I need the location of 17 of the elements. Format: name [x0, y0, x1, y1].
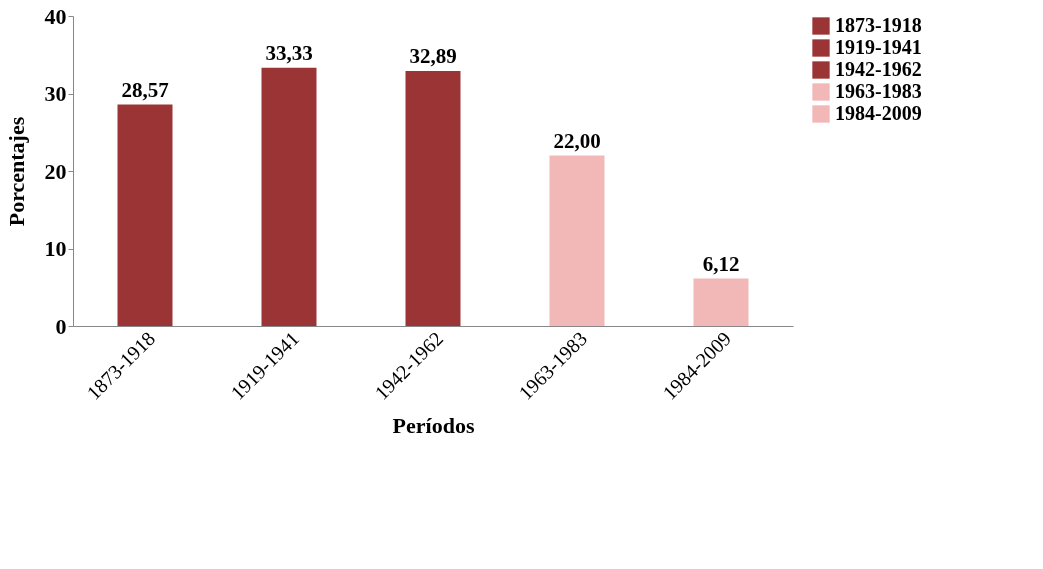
y-tick-label: 20	[44, 158, 67, 184]
legend-label: 1873-1918	[835, 14, 922, 36]
data-label: 22,00	[553, 128, 601, 153]
legend-label: 1963-1983	[835, 80, 922, 102]
data-label: 28,57	[121, 77, 169, 102]
data-label: 32,89	[409, 44, 457, 69]
legend-label: 1919-1941	[835, 36, 922, 58]
legend-label: 1942-1962	[835, 58, 922, 80]
y-tick-label: 40	[44, 3, 67, 29]
x-axis-title: Períodos	[392, 412, 475, 438]
y-tick-label: 10	[44, 236, 67, 261]
y-tick-label: 30	[44, 81, 67, 106]
data-label: 33,33	[265, 40, 313, 65]
y-axis-title: Porcentajes	[3, 116, 29, 227]
data-label: 6,12	[702, 251, 740, 276]
y-tick-label: 0	[55, 313, 67, 339]
legend-label: 1984-2009	[835, 102, 922, 124]
